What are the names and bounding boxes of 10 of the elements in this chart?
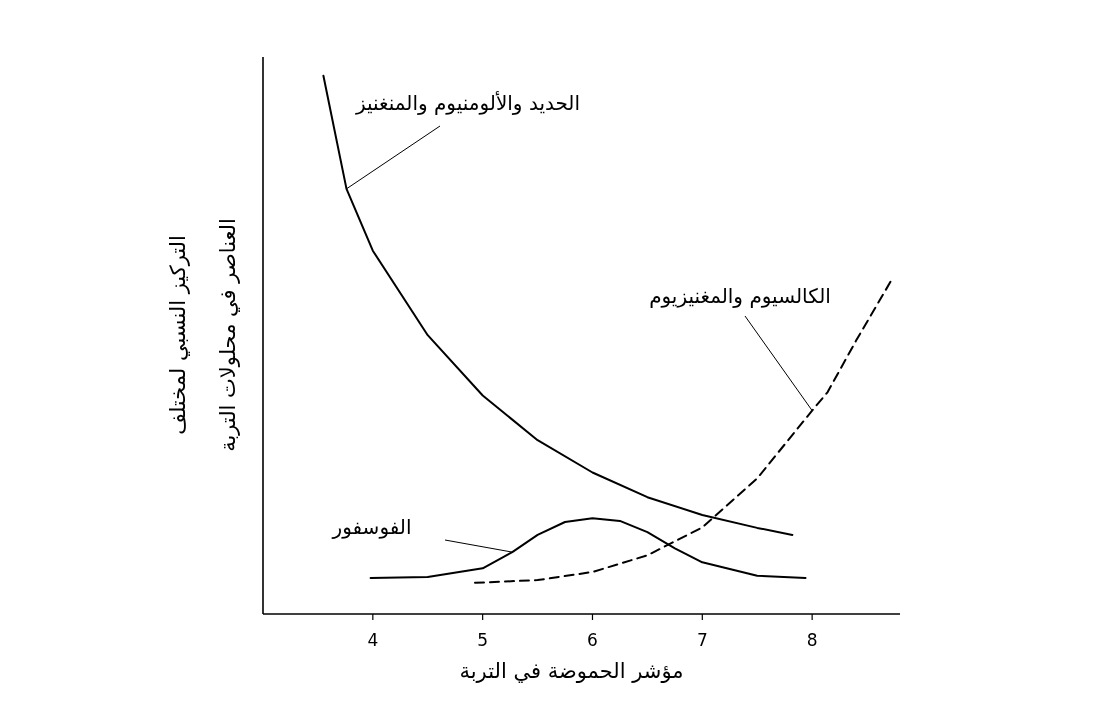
series-label: الفوسفور [331,515,412,539]
x-tick-label: 8 [806,630,818,650]
series-label: الكالسيوم والمغنيزيوم [649,284,831,308]
x-tick-label: 5 [477,630,489,650]
series-label: الحديد والألومنيوم والمنغنيز [354,91,581,115]
x-tick-label: 7 [696,630,708,650]
x-axis-title: مؤشر الحموضة في التربة [459,659,684,683]
x-tick-label: 4 [367,630,379,650]
x-tick-label: 6 [587,630,598,650]
text: التركيز النسبي لمختلف العناصر في محلولات التربة [166,218,240,452]
